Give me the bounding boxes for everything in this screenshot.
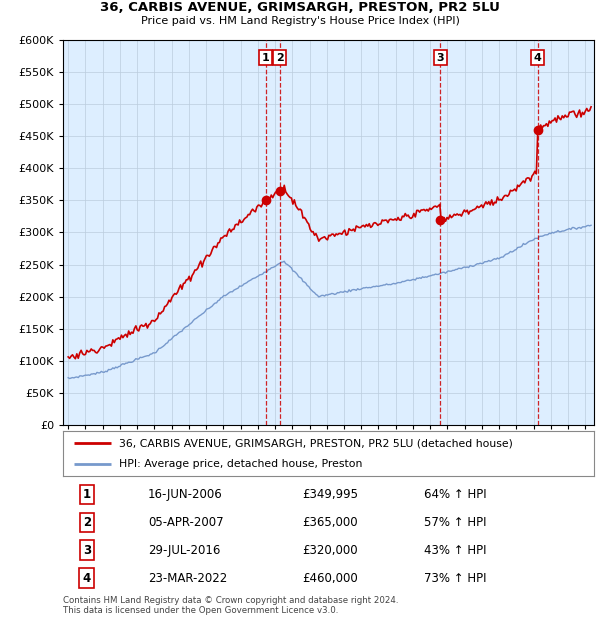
Text: 23-MAR-2022: 23-MAR-2022 [148,572,227,585]
Text: 2: 2 [276,53,284,63]
Text: 1: 1 [262,53,269,63]
Text: £365,000: £365,000 [302,516,358,529]
Text: 57% ↑ HPI: 57% ↑ HPI [424,516,487,529]
Text: 64% ↑ HPI: 64% ↑ HPI [424,488,487,501]
Text: 16-JUN-2006: 16-JUN-2006 [148,488,223,501]
Text: £349,995: £349,995 [302,488,358,501]
Text: £320,000: £320,000 [302,544,358,557]
Text: HPI: Average price, detached house, Preston: HPI: Average price, detached house, Pres… [119,459,362,469]
Text: 4: 4 [83,572,91,585]
Text: 2: 2 [83,516,91,529]
Text: Price paid vs. HM Land Registry's House Price Index (HPI): Price paid vs. HM Land Registry's House … [140,16,460,26]
Text: 3: 3 [83,544,91,557]
Text: £460,000: £460,000 [302,572,358,585]
Text: 29-JUL-2016: 29-JUL-2016 [148,544,220,557]
Text: 43% ↑ HPI: 43% ↑ HPI [424,544,487,557]
Text: 4: 4 [533,53,542,63]
Text: 3: 3 [436,53,444,63]
Text: This data is licensed under the Open Government Licence v3.0.: This data is licensed under the Open Gov… [63,606,338,616]
Text: 1: 1 [83,488,91,501]
Text: 36, CARBIS AVENUE, GRIMSARGH, PRESTON, PR2 5LU (detached house): 36, CARBIS AVENUE, GRIMSARGH, PRESTON, P… [119,438,512,448]
Text: Contains HM Land Registry data © Crown copyright and database right 2024.: Contains HM Land Registry data © Crown c… [63,596,398,606]
Text: 36, CARBIS AVENUE, GRIMSARGH, PRESTON, PR2 5LU: 36, CARBIS AVENUE, GRIMSARGH, PRESTON, P… [100,1,500,14]
Text: 73% ↑ HPI: 73% ↑ HPI [424,572,487,585]
Text: 05-APR-2007: 05-APR-2007 [148,516,224,529]
